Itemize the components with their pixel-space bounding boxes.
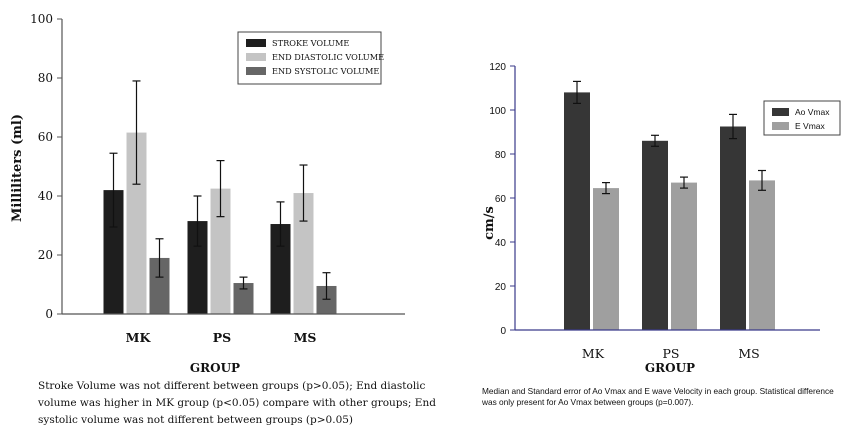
right-legend-label-ao-vmax: Ao Vmax bbox=[795, 107, 830, 117]
right-legend-swatch-e-vmax bbox=[772, 122, 789, 130]
left-error-bar-stroke-volume-ms bbox=[276, 201, 285, 247]
left-y-tick-label: 40 bbox=[38, 189, 53, 203]
left-error-bar-end-systolic-volume-ms bbox=[322, 272, 331, 300]
left-chart-caption: Stroke Volume was not different between … bbox=[38, 380, 436, 426]
left-legend-swatch-end-systolic-volume bbox=[246, 67, 266, 75]
right-error-bar-ao-vmax-mk bbox=[573, 80, 581, 105]
left-bar-stroke-volume-ps bbox=[187, 221, 208, 314]
left-bar-end-diastolic-volume-ms bbox=[293, 193, 314, 314]
right-bar-ao-vmax-ms bbox=[720, 126, 746, 330]
left-legend-label-end-systolic-volume: END SYSTOLIC VOLUME bbox=[272, 66, 379, 76]
right-y-tick-label: 40 bbox=[495, 238, 507, 249]
left-legend-label-stroke-volume: STROKE VOLUME bbox=[272, 38, 349, 48]
left-x-tick-label-ps: PS bbox=[213, 330, 231, 345]
left-y-tick-label: 100 bbox=[30, 12, 53, 26]
left-legend-swatch-end-diastolic-volume bbox=[246, 53, 266, 61]
right-legend-swatch-ao-vmax bbox=[772, 108, 789, 116]
left-bar-end-diastolic-volume-ps bbox=[210, 188, 231, 314]
right-error-bar-e-vmax-ps bbox=[680, 176, 688, 189]
right-error-bar-ao-vmax-ps bbox=[651, 134, 659, 147]
left-error-bar-end-diastolic-volume-mk bbox=[132, 80, 141, 185]
left-error-bar-end-systolic-volume-mk bbox=[155, 238, 164, 278]
left-error-bar-stroke-volume-ps bbox=[193, 195, 202, 247]
left-bar-end-diastolic-volume-mk bbox=[126, 132, 147, 314]
left-bar-end-systolic-volume-ps bbox=[233, 283, 254, 314]
right-error-bar-ao-vmax-ms bbox=[729, 113, 737, 140]
right-x-tick-label-ps: PS bbox=[663, 346, 680, 361]
left-x-axis-label: GROUP bbox=[190, 361, 240, 375]
right-legend-label-e-vmax: E Vmax bbox=[795, 121, 826, 131]
left-y-tick-label: 80 bbox=[38, 71, 53, 85]
right-error-bar-e-vmax-ms bbox=[758, 169, 766, 191]
left-error-bar-end-diastolic-volume-ms bbox=[299, 164, 308, 222]
left-legend-label-end-diastolic-volume: END DIASTOLIC VOLUME bbox=[272, 52, 384, 62]
right-y-tick-label: 100 bbox=[489, 106, 506, 117]
left-bar-stroke-volume-mk bbox=[103, 190, 124, 314]
right-x-axis-label: GROUP bbox=[645, 361, 695, 375]
right-bar-e-vmax-ms bbox=[749, 180, 775, 330]
left-y-tick-label: 0 bbox=[45, 307, 53, 321]
left-bar-end-systolic-volume-ms bbox=[316, 285, 337, 314]
right-x-tick-label-mk: MK bbox=[582, 346, 605, 361]
left-bar-stroke-volume-ms bbox=[270, 224, 291, 314]
left-y-tick-label: 60 bbox=[38, 130, 53, 144]
left-y-tick-label: 20 bbox=[38, 248, 53, 262]
right-y-tick-label: 0 bbox=[500, 326, 506, 337]
right-bar-e-vmax-ps bbox=[671, 182, 697, 330]
left-x-tick-label-ms: MS bbox=[294, 330, 317, 345]
right-x-tick-label-ms: MS bbox=[738, 346, 759, 361]
left-error-bar-end-systolic-volume-ps bbox=[239, 276, 248, 290]
right-bar-ao-vmax-mk bbox=[564, 92, 590, 331]
left-legend-swatch-stroke-volume bbox=[246, 39, 266, 47]
right-bar-e-vmax-mk bbox=[593, 188, 619, 330]
right-bar-ao-vmax-ps bbox=[642, 140, 668, 330]
right-error-bar-e-vmax-mk bbox=[602, 182, 610, 195]
left-error-bar-stroke-volume-mk bbox=[109, 152, 118, 228]
right-y-tick-label: 20 bbox=[495, 282, 507, 293]
left-bar-end-systolic-volume-mk bbox=[149, 257, 170, 314]
right-y-tick-label: 80 bbox=[495, 150, 507, 161]
left-x-tick-label-mk: MK bbox=[126, 330, 152, 345]
left-error-bar-end-diastolic-volume-ps bbox=[216, 160, 225, 218]
right-y-axis-label: cm/s bbox=[482, 206, 497, 240]
left-y-axis-label: Milliliters (ml) bbox=[10, 114, 25, 222]
right-y-tick-label: 60 bbox=[495, 194, 507, 205]
right-y-tick-label: 120 bbox=[489, 62, 506, 73]
right-chart-caption: Median and Standard error of Ao Vmax and… bbox=[482, 386, 834, 407]
